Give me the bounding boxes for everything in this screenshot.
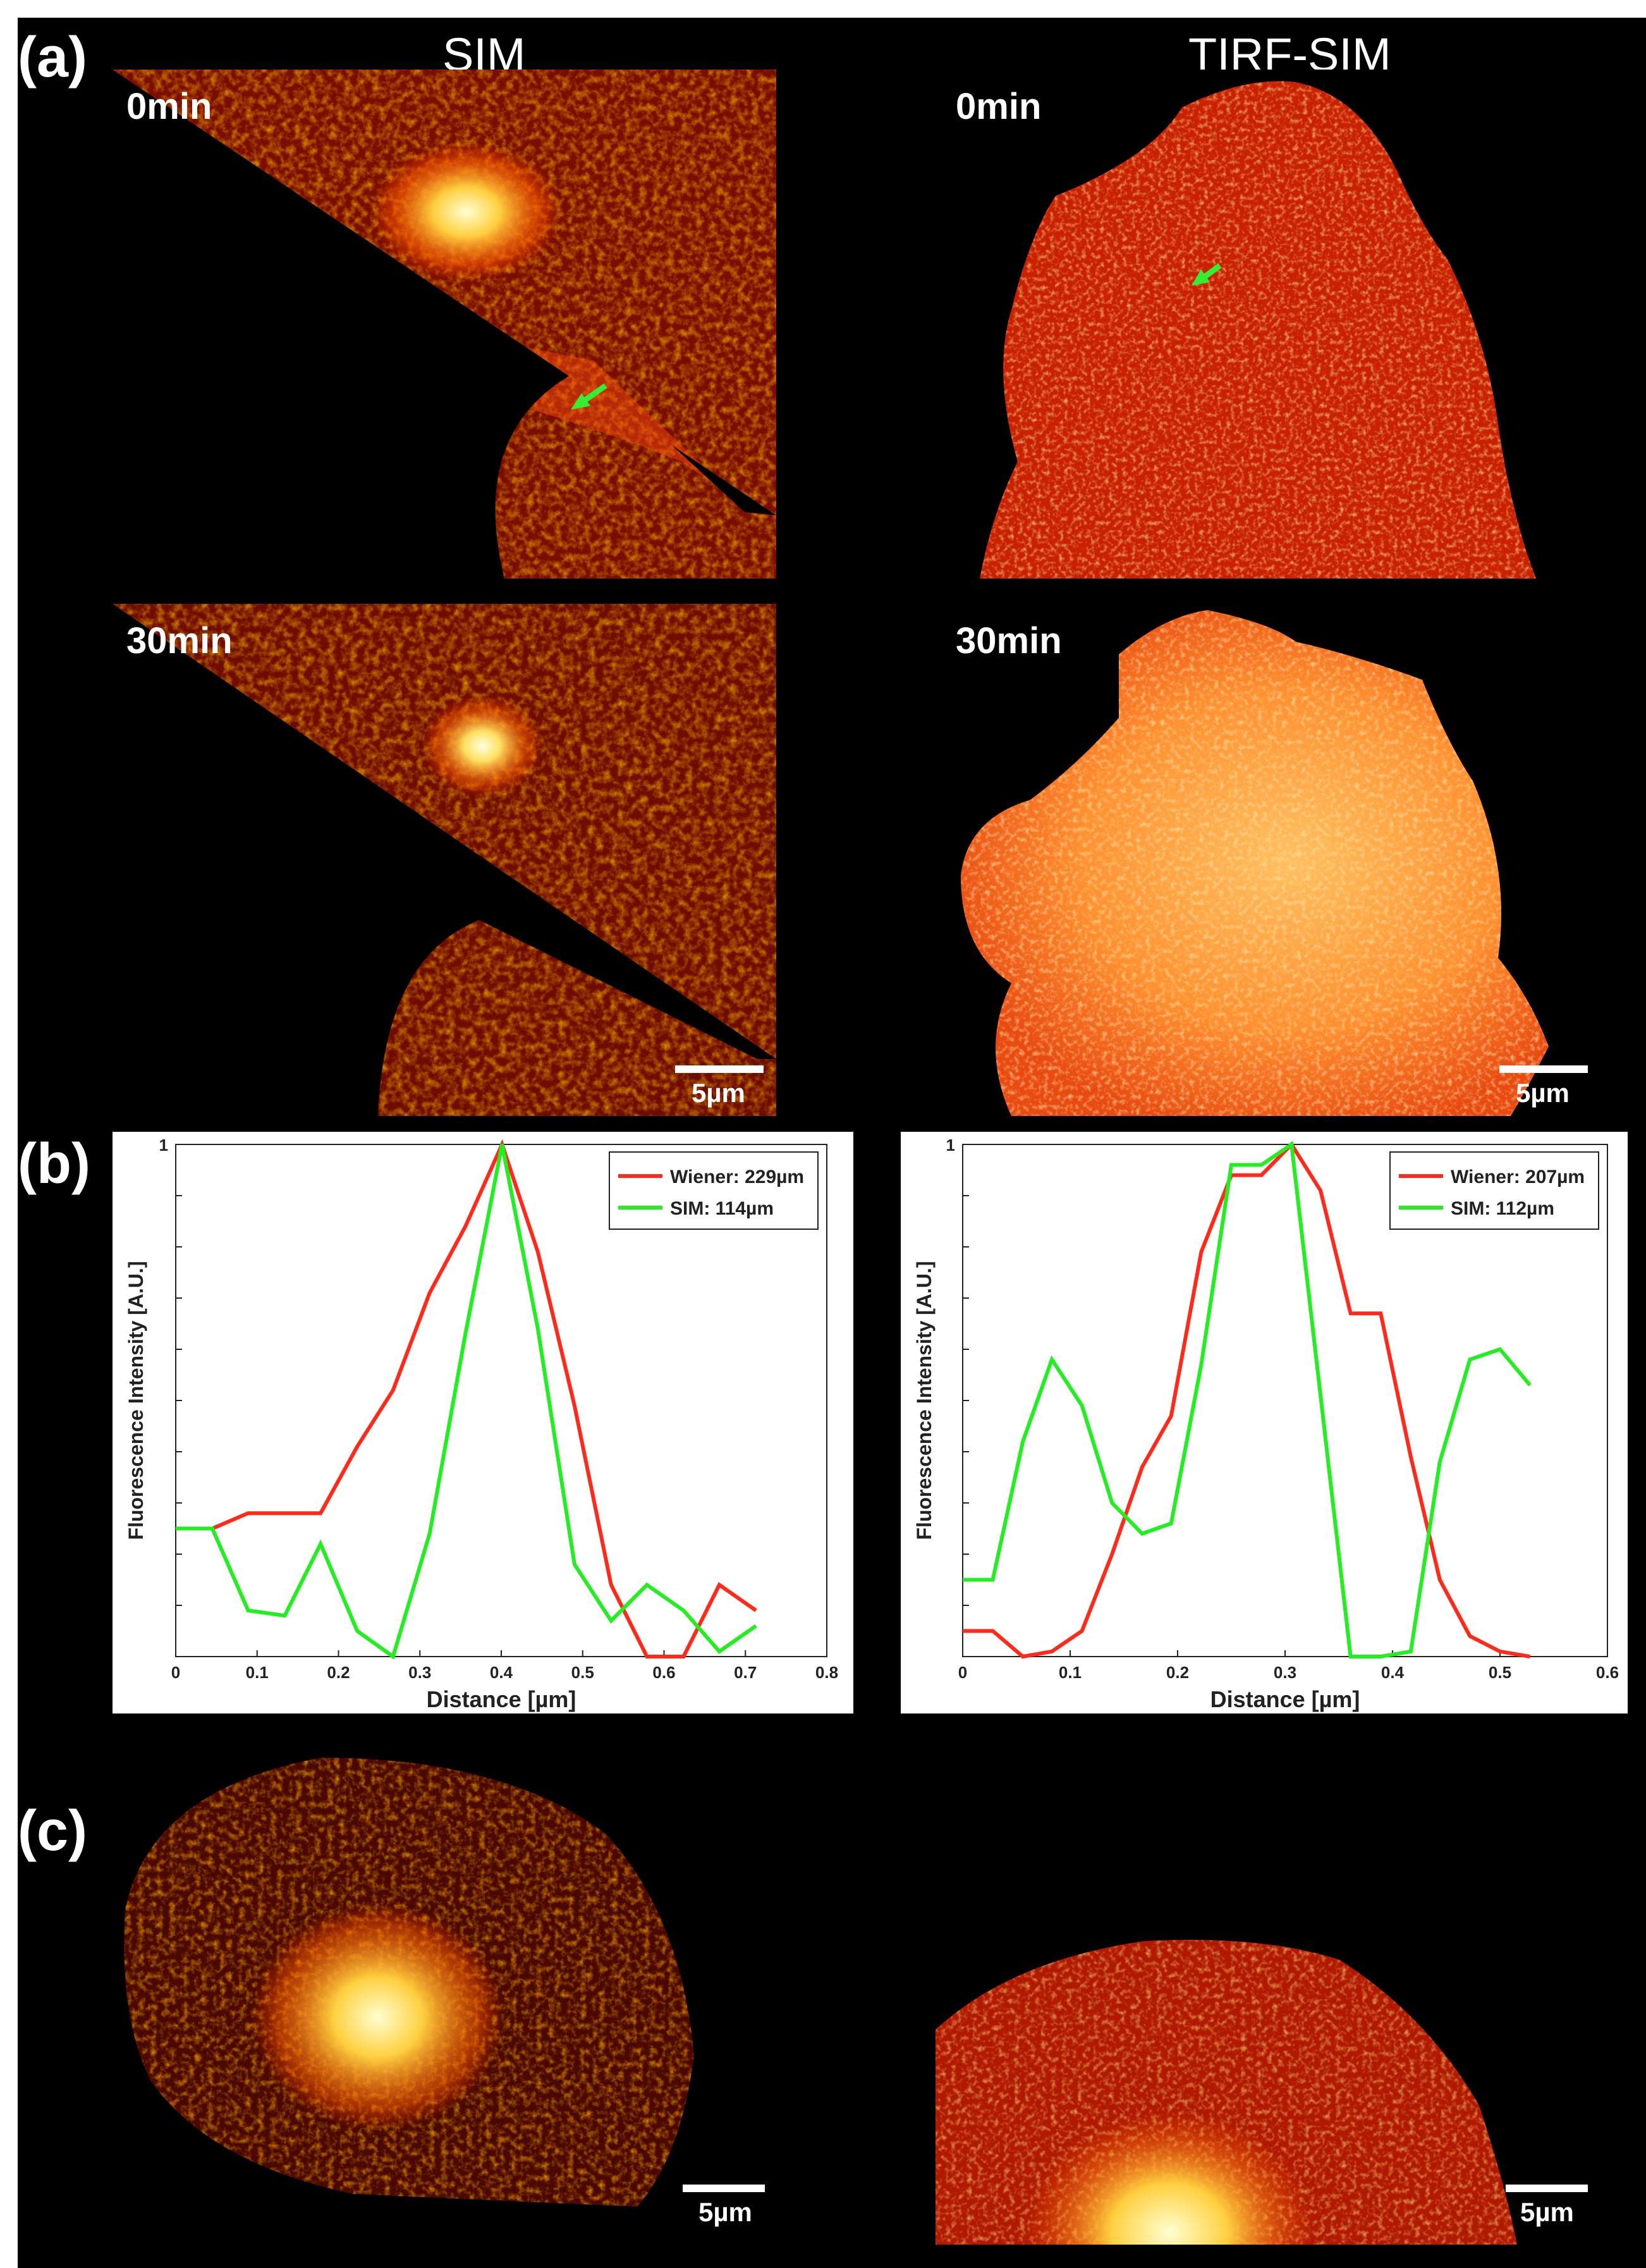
x-tick-label: 0.1 bbox=[1059, 1663, 1082, 1682]
scale-bar bbox=[683, 2185, 765, 2192]
y-axis-label: Fluorescence Intensity [A.U.] bbox=[913, 1261, 936, 1540]
tirf-sim-image-panel-c bbox=[936, 1751, 1574, 2245]
time-label-sim-0min: 0min bbox=[126, 86, 212, 127]
time-label-sim-30min: 30min bbox=[126, 620, 233, 661]
x-axis-label: Distance [µm] bbox=[427, 1686, 576, 1712]
line-chart: 0 0.1 0.2 0.3 0.4 0.5 0.6 1 Distance [µm] Fluores… bbox=[913, 1136, 1619, 1712]
legend-box bbox=[609, 1151, 819, 1230]
x-tick-label: 0.7 bbox=[734, 1663, 757, 1682]
x-tick-label: 0.5 bbox=[571, 1663, 594, 1682]
x-tick-label: 0.4 bbox=[1381, 1663, 1405, 1682]
series-line-sim bbox=[176, 1144, 757, 1660]
scale-bar bbox=[1506, 2185, 1588, 2192]
legend-entry: SIM: 112µm bbox=[1451, 1198, 1554, 1219]
series-line-sim bbox=[963, 1141, 1532, 1658]
y-tick-label: 1 bbox=[159, 1136, 168, 1155]
x-tick-label: 0.5 bbox=[1489, 1663, 1511, 1682]
scale-bar bbox=[1499, 1065, 1588, 1073]
x-tick-label: 0 bbox=[958, 1663, 967, 1682]
sim-image-30min bbox=[113, 604, 776, 1116]
legend-box bbox=[1389, 1151, 1599, 1230]
x-tick-label: 0.6 bbox=[1596, 1663, 1619, 1682]
scale-bar-label: 5µm bbox=[692, 1078, 745, 1108]
x-tick-label: 0.2 bbox=[327, 1663, 350, 1682]
scale-bar-label: 5µm bbox=[1516, 1078, 1570, 1108]
tirf-sim-image-30min bbox=[942, 604, 1574, 1116]
panel-label-b: (b) bbox=[18, 1132, 90, 1196]
scale-bar bbox=[675, 1065, 764, 1073]
scale-bar-label: 5µm bbox=[1520, 2197, 1574, 2227]
x-tick-label: 0.8 bbox=[815, 1663, 838, 1682]
green-arrow-icon bbox=[1192, 263, 1222, 286]
scale-bar-label: 5µm bbox=[698, 2197, 752, 2227]
x-tick-label: 0.6 bbox=[652, 1663, 675, 1682]
x-tick-label: 0.3 bbox=[1274, 1663, 1296, 1682]
legend-entry: SIM: 114µm bbox=[670, 1198, 774, 1219]
sim-image-panel-c bbox=[113, 1751, 776, 2245]
y-axis-label: Fluorescence Intensity [A.U.] bbox=[125, 1261, 147, 1540]
legend-entry: Wiener: 229µm bbox=[670, 1167, 804, 1187]
x-tick-label: 0.3 bbox=[408, 1663, 431, 1682]
panel-label-a: (a) bbox=[18, 26, 87, 89]
green-arrow-icon bbox=[571, 383, 607, 410]
tirf-sim-image-0min bbox=[942, 70, 1574, 579]
sim-image-0min bbox=[113, 70, 776, 579]
line-plot-sim: 0 0.1 0.2 0.3 0.4 0.5 0.6 0.7 0.8 1 Distance [µm] F… bbox=[113, 1132, 853, 1713]
time-label-tirf-30min: 30min bbox=[956, 620, 1062, 661]
x-tick-label: 0.2 bbox=[1166, 1663, 1189, 1682]
y-tick-label: 1 bbox=[946, 1136, 955, 1155]
line-chart: 0 0.1 0.2 0.3 0.4 0.5 0.6 0.7 0.8 1 Distance [µm] F… bbox=[125, 1136, 838, 1712]
series-line-wiener bbox=[963, 1141, 1531, 1659]
line-plot-tirf-sim: 0 0.1 0.2 0.3 0.4 0.5 0.6 1 Distance [µm] Fluores… bbox=[901, 1132, 1628, 1713]
legend-entry: Wiener: 207µm bbox=[1451, 1167, 1585, 1187]
x-tick-label: 0.4 bbox=[490, 1663, 513, 1682]
x-tick-label: 0 bbox=[171, 1663, 180, 1682]
series-line-wiener bbox=[176, 1139, 757, 1658]
panel-label-c: (c) bbox=[18, 1799, 87, 1863]
time-label-tirf-0min: 0min bbox=[956, 86, 1042, 127]
x-tick-label: 0.1 bbox=[246, 1663, 269, 1682]
x-axis-label: Distance [µm] bbox=[1210, 1686, 1360, 1712]
